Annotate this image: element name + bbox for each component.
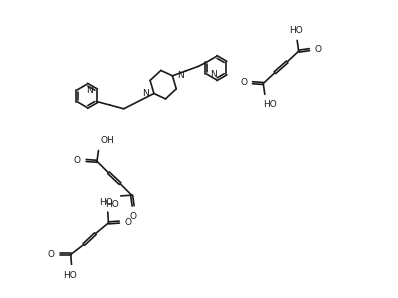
Text: OH: OH <box>100 136 114 145</box>
Text: N: N <box>177 71 184 80</box>
Text: O: O <box>240 78 247 87</box>
Text: N: N <box>86 86 93 94</box>
Text: N: N <box>210 70 217 79</box>
Text: O: O <box>74 156 81 165</box>
Text: O: O <box>125 218 132 226</box>
Text: N: N <box>142 89 149 98</box>
Text: HO: HO <box>289 26 302 35</box>
Text: HO: HO <box>105 200 119 209</box>
Text: HO: HO <box>263 100 277 109</box>
Text: O: O <box>315 45 322 54</box>
Text: HO: HO <box>63 271 77 280</box>
Text: O: O <box>130 212 137 221</box>
Text: HO: HO <box>100 198 113 207</box>
Text: O: O <box>48 250 55 259</box>
